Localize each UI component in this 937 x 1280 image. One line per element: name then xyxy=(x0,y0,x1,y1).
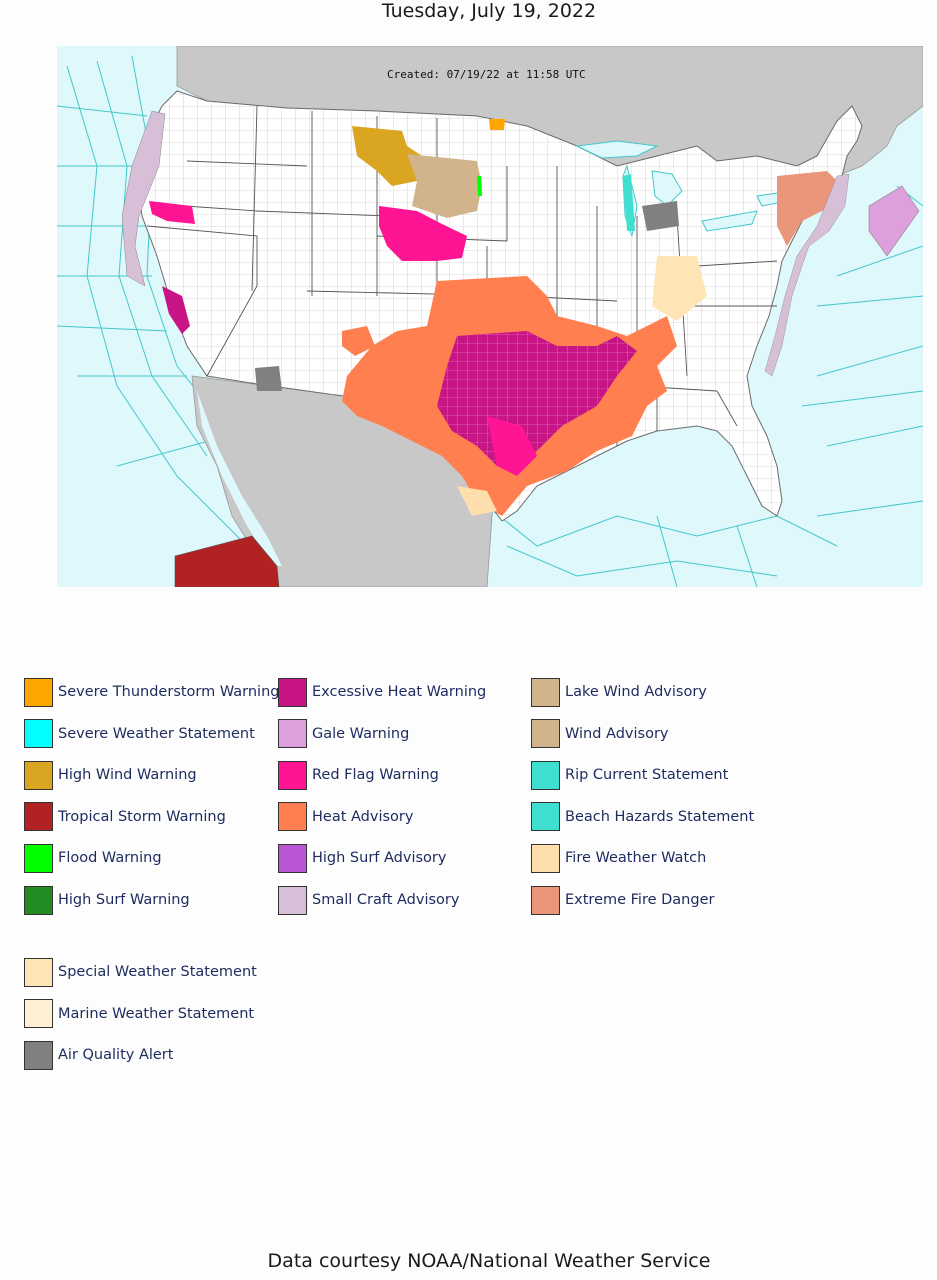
legend-swatch xyxy=(531,802,560,832)
legend-item: Wind Advisory xyxy=(531,718,669,750)
legend-swatch xyxy=(24,843,53,873)
small-craft-advisory-east-coast xyxy=(764,173,850,377)
legend-swatch xyxy=(24,1040,53,1070)
legend-label: Tropical Storm Warning xyxy=(58,808,226,825)
legend-item: Gale Warning xyxy=(278,718,409,750)
legend-item: High Surf Advisory xyxy=(278,842,446,874)
air-quality-alert-great-lakes xyxy=(642,201,679,231)
legend-label: Small Craft Advisory xyxy=(312,892,460,908)
legend-item: Severe Thunderstorm Warning xyxy=(24,676,279,708)
legend-label: Fire Weather Watch xyxy=(565,850,707,867)
high-wind-warning-montana xyxy=(352,126,422,186)
legend-label: Heat Advisory xyxy=(312,808,414,825)
legend-swatch xyxy=(531,843,560,873)
legend-item: Extreme Fire Danger xyxy=(531,884,714,916)
legend-item: Heat Advisory xyxy=(278,801,413,833)
legend-item: Beach Hazards Statement xyxy=(531,801,754,833)
small-craft-advisory-west-coast xyxy=(121,110,166,287)
legend-swatch xyxy=(24,677,53,707)
legend-item: High Surf Warning xyxy=(24,884,190,916)
legend-label: Beach Hazards Statement xyxy=(565,808,755,825)
legend-swatch xyxy=(531,677,560,707)
flood-warning-plains xyxy=(477,176,482,196)
legend-swatch xyxy=(278,885,307,915)
legend-swatch xyxy=(531,760,560,790)
gale-warning-offshore xyxy=(868,185,920,257)
legend-label: Marine Weather Statement xyxy=(58,1005,255,1022)
legend-swatch xyxy=(24,719,53,749)
legend-item: Rip Current Statement xyxy=(531,759,728,791)
legend-swatch xyxy=(278,843,307,873)
legend-label: Rip Current Statement xyxy=(565,767,729,784)
wind-advisory-dakotas xyxy=(407,154,482,218)
legend-item: Excessive Heat Warning xyxy=(278,676,486,708)
heat-advisory-northeast xyxy=(777,171,842,246)
data-credit: Data courtesy NOAA/National Weather Serv… xyxy=(267,1250,711,1272)
excessive-heat-california xyxy=(162,286,190,334)
legend-swatch xyxy=(278,802,307,832)
legend-swatch xyxy=(278,760,307,790)
legend-swatch xyxy=(24,885,53,915)
beach-hazards-lake-michigan xyxy=(623,174,635,231)
legend-item: Red Flag Warning xyxy=(278,759,439,791)
map-canvas: Created: 07/19/22 at 11:58 UTC xyxy=(57,46,923,587)
legend-label: Gale Warning xyxy=(312,725,410,742)
heat-advisory-arizona xyxy=(342,326,375,356)
legend-swatch xyxy=(278,719,307,749)
fire-weather-watch-south-texas xyxy=(457,486,497,516)
legend-item: Flood Warning xyxy=(24,842,162,874)
legend-item: Severe Weather Statement xyxy=(24,718,255,750)
legend-label: Excessive Heat Warning xyxy=(312,684,487,700)
legend-item: Special Weather Statement xyxy=(24,956,257,988)
red-flag-warning-oregon xyxy=(149,201,195,224)
legend-item: Air Quality Alert xyxy=(24,1039,173,1071)
air-quality-alert-southwest xyxy=(255,366,282,391)
legend-label: High Surf Advisory xyxy=(312,850,447,867)
legend-swatch xyxy=(24,760,53,790)
legend-swatch xyxy=(24,999,53,1029)
red-flag-warning-plains xyxy=(379,206,467,261)
legend-label: Air Quality Alert xyxy=(58,1047,174,1064)
legend-item: High Wind Warning xyxy=(24,759,197,791)
legend-item: Small Craft Advisory xyxy=(278,884,459,916)
legend-label: High Surf Warning xyxy=(58,892,190,908)
severe-thunderstorm-warning-north xyxy=(489,119,505,130)
legend-label: High Wind Warning xyxy=(58,767,197,784)
legend-label: Lake Wind Advisory xyxy=(565,684,707,700)
legend-swatch xyxy=(278,677,307,707)
legend-item: Fire Weather Watch xyxy=(531,842,706,874)
legend-item: Lake Wind Advisory xyxy=(531,676,707,708)
legend-label: Wind Advisory xyxy=(565,725,669,742)
legend-label: Extreme Fire Danger xyxy=(565,892,715,908)
legend-swatch xyxy=(531,719,560,749)
page-date-title: Tuesday, July 19, 2022 xyxy=(381,0,597,22)
legend-swatch xyxy=(531,885,560,915)
legend-item: Marine Weather Statement xyxy=(24,998,254,1030)
legend-label: Special Weather Statement xyxy=(58,964,257,980)
special-weather-statement-ohio xyxy=(652,256,707,321)
legend-item: Tropical Storm Warning xyxy=(24,801,226,833)
weather-alerts-map: Created: 07/19/22 at 11:58 UTC xyxy=(57,46,923,587)
tropical-storm-warning-area xyxy=(174,535,280,587)
legend-label: Red Flag Warning xyxy=(312,767,439,784)
legend-label: Severe Weather Statement xyxy=(58,725,255,742)
legend-swatch xyxy=(24,957,53,987)
legend-swatch xyxy=(24,802,53,832)
legend-label: Flood Warning xyxy=(58,850,162,867)
map-created-timestamp: Created: 07/19/22 at 11:58 UTC xyxy=(387,68,586,81)
legend-label: Severe Thunderstorm Warning xyxy=(58,684,280,700)
red-flag-warning-texas xyxy=(487,416,537,476)
